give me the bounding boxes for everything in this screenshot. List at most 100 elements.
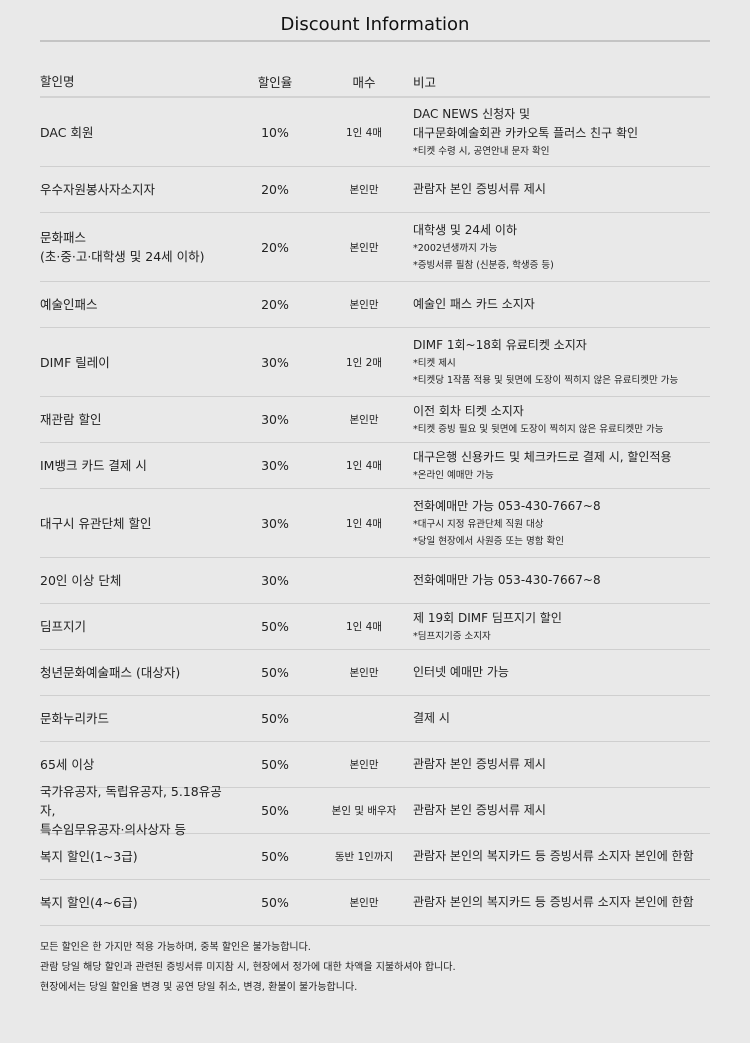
discount-note: 관람자 본인의 복지카드 등 증빙서류 소지자 본인에 한함 <box>413 893 710 912</box>
ticket-count: 본인만 <box>349 667 379 679</box>
discount-note: DAC NEWS 신청자 및 대구문화예술회관 카카오톡 플러스 친구 확인 *티켓… <box>413 105 710 160</box>
discount-rate: 20% <box>261 297 289 312</box>
name-line: 문화누리카드 <box>40 711 110 726</box>
discount-rate: 30% <box>261 412 289 427</box>
ticket-count: 본인만 <box>349 759 379 771</box>
ticket-count: 본인만 <box>349 184 379 196</box>
discount-note: 예술인 패스 카드 소지자 <box>413 295 710 314</box>
note-subline: *딤프지기증 소지자 <box>413 630 491 642</box>
ticket-count: 본인만 <box>349 897 379 909</box>
note-line: 관람자 본인 증빙서류 제시 <box>413 803 546 817</box>
note-line: 전화예매만 가능 053-430-7667~8 <box>413 498 601 513</box>
note-line: DIMF 1회~18회 유료티켓 소지자 <box>413 337 587 352</box>
table-row: 예술인패스 20% 본인만 예술인 패스 카드 소지자 <box>40 282 710 328</box>
discount-name: IM뱅크 카드 결제 시 <box>40 456 235 475</box>
discount-name: 복지 할인(4~6급) <box>40 893 235 912</box>
discount-rate: 50% <box>261 665 289 680</box>
name-line: 대구시 유관단체 할인 <box>40 515 152 531</box>
discount-note: 인터넷 예매만 가능 <box>413 663 710 682</box>
name-line: DAC 회원 <box>40 124 94 140</box>
note-line: 전화예매만 가능 053-430-7667~8 <box>413 573 601 587</box>
name-line: 특수임무유공자·의사상자 등 <box>40 822 186 837</box>
note-subline: *티켓 증빙 필요 및 뒷면에 도장이 찍히지 않은 유료티켓만 가능 <box>413 423 664 435</box>
note-line: 관람자 본인의 복지카드 등 증빙서류 소지자 본인에 한함 <box>413 849 694 863</box>
name-line: DIMF 릴레이 <box>40 354 110 370</box>
header-rate: 할인율 <box>257 75 293 90</box>
discount-rate: 30% <box>261 573 289 588</box>
note-line: 인터넷 예매만 가능 <box>413 665 509 679</box>
name-line: 국가유공자, 독립유공자, 5.18유공자, <box>40 784 222 818</box>
note-subline: *온라인 예매만 가능 <box>413 469 494 481</box>
page-title: Discount Information <box>280 14 470 35</box>
table-row: DIMF 릴레이 30% 1인 2매 DIMF 1회~18회 유료티켓 소지자 *티켓 … <box>40 328 710 397</box>
discount-name: 우수자원봉사자소지자 <box>40 180 235 199</box>
note-subline: *티켓 수령 시, 공연안내 문자 확인 <box>413 145 550 157</box>
table-header: 할인명 할인율 매수 비고 <box>40 72 710 98</box>
discount-rate: 30% <box>261 458 289 473</box>
note-line: 대구은행 신용카드 및 체크카드로 결제 시, 할인적용 <box>413 449 672 464</box>
discount-table: 할인명 할인율 매수 비고 DAC 회원 10% 1인 4매 DAC NEWS 신청자… <box>40 72 710 926</box>
discount-name: 국가유공자, 독립유공자, 5.18유공자, 특수임무유공자·의사상자 등 <box>40 782 235 839</box>
table-row: 문화누리카드 50% 결제 시 <box>40 696 710 742</box>
footer-note: 현장에서는 당일 할인율 변경 및 공연 당일 취소, 변경, 환불이 불가능합… <box>40 982 358 993</box>
discount-name: 청년문화예술패스 (대상자) <box>40 663 235 682</box>
table-row: IM뱅크 카드 결제 시 30% 1인 4매 대구은행 신용카드 및 체크카드로 결제… <box>40 443 710 489</box>
note-line: 결제 시 <box>413 711 450 725</box>
ticket-count: 본인만 <box>349 414 379 426</box>
note-line: 예술인 패스 카드 소지자 <box>413 297 535 311</box>
title-divider <box>40 40 710 42</box>
name-line: 청년문화예술패스 (대상자) <box>40 665 181 680</box>
discount-note: 전화예매만 가능 053-430-7667~8 <box>413 571 710 590</box>
discount-name: 문화누리카드 <box>40 709 235 728</box>
discount-name: 문화패스 (초·중·고·대학생 및 24세 이하) <box>40 228 235 266</box>
discount-note: 대구은행 신용카드 및 체크카드로 결제 시, 할인적용 *온라인 예매만 가능 <box>413 448 710 484</box>
ticket-count: 1인 2매 <box>345 356 383 369</box>
discount-name: 65세 이상 <box>40 755 235 774</box>
name-line: 딤프지기 <box>40 619 87 634</box>
ticket-count: 동반 1인까지 <box>334 851 394 863</box>
discount-rate: 30% <box>261 354 289 370</box>
discount-rate: 50% <box>261 711 289 726</box>
discount-rate: 20% <box>261 182 289 197</box>
discount-name: 복지 할인(1~3급) <box>40 847 235 866</box>
discount-rate: 30% <box>261 515 289 531</box>
note-subline: *당일 현장에서 사원증 또는 명함 확인 <box>413 535 564 547</box>
discount-name: 대구시 유관단체 할인 <box>40 514 235 533</box>
footer-note: 관람 당일 해당 할인과 관련된 증빙서류 미지참 시, 현장에서 정가에 대한… <box>40 962 456 973</box>
discount-note: 관람자 본인 증빙서류 제시 <box>413 180 710 199</box>
discount-name: 딤프지기 <box>40 617 235 636</box>
name-line: 재관람 할인 <box>40 412 102 427</box>
header-note: 비고 <box>413 75 437 90</box>
discount-note: 결제 시 <box>413 709 710 728</box>
table-row: 대구시 유관단체 할인 30% 1인 4매 전화예매만 가능 053-430-7667… <box>40 489 710 558</box>
note-subline: *증빙서류 필참 (신분증, 학생증 등) <box>413 259 554 271</box>
discount-name: DAC 회원 <box>40 123 235 142</box>
table-row: 문화패스 (초·중·고·대학생 및 24세 이하) 20% 본인만 대학생 및 24세 … <box>40 213 710 282</box>
discount-note: 이전 회차 티켓 소지자 *티켓 증빙 필요 및 뒷면에 도장이 찍히지 않은 유… <box>413 402 710 438</box>
note-line: 이전 회차 티켓 소지자 <box>413 403 524 418</box>
discount-rate: 10% <box>261 124 289 140</box>
discount-name: DIMF 릴레이 <box>40 353 235 372</box>
ticket-count: 1인 4매 <box>345 517 383 530</box>
note-subline: *대구시 지정 유관단체 직원 대상 <box>413 518 544 530</box>
note-subline: *티켓 제시 <box>413 357 456 369</box>
table-row: 복지 할인(4~6급) 50% 본인만 관람자 본인의 복지카드 등 증빙서류 소지자… <box>40 880 710 926</box>
name-line: 20인 이상 단체 <box>40 573 122 588</box>
header-count: 매수 <box>352 75 376 90</box>
discount-note: 대학생 및 24세 이하 *2002년생까지 가능 *증빙서류 필참 (신분증, 학… <box>413 221 710 274</box>
ticket-count: 1인 4매 <box>345 126 383 139</box>
table-row: 20인 이상 단체 30% 전화예매만 가능 053-430-7667~8 <box>40 558 710 604</box>
name-line: 복지 할인(4~6급) <box>40 895 138 910</box>
name-line: 문화패스 <box>40 230 87 245</box>
ticket-count: 본인 및 배우자 <box>331 805 397 817</box>
name-line: 65세 이상 <box>40 757 95 772</box>
table-row: 딤프지기 50% 1인 4매 제 19회 DIMF 딤프지기 할인 *딤프지기증 소지자 <box>40 604 710 650</box>
discount-rate: 50% <box>261 895 289 910</box>
header-name: 할인명 <box>40 74 75 89</box>
discount-rate: 50% <box>261 757 289 772</box>
ticket-count: 1인 4매 <box>345 621 383 633</box>
note-line: 관람자 본인 증빙서류 제시 <box>413 182 546 196</box>
discount-note: 관람자 본인의 복지카드 등 증빙서류 소지자 본인에 한함 <box>413 847 710 866</box>
discount-note: 관람자 본인 증빙서류 제시 <box>413 801 710 820</box>
